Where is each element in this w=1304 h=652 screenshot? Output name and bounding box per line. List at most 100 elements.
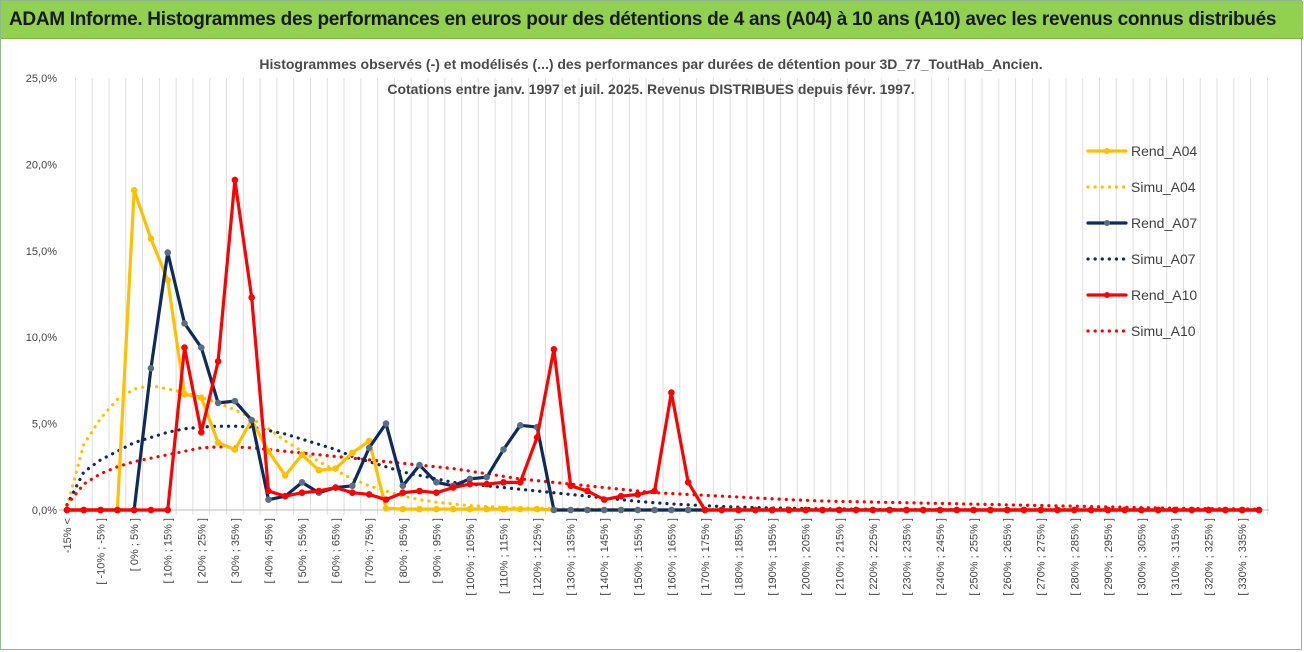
point-Rend_A07: [164, 249, 172, 256]
point-Rend_A10: [97, 506, 104, 514]
x-tick-label: [ 290% ; 295% ]: [1103, 518, 1115, 596]
legend-label: Rend_A10: [1131, 287, 1197, 303]
point-Rend_A10: [1003, 506, 1011, 514]
point-Rend_A10: [886, 506, 893, 514]
point-Rend_A07: [617, 506, 625, 514]
point-Rend_A04: [281, 472, 289, 479]
legend-entry-Rend_A07: Rend_A07: [1086, 215, 1197, 231]
x-tick-label: [ 230% ; 235% ]: [901, 518, 913, 596]
x-tick-label: [ 190% ; 195% ]: [767, 518, 779, 596]
legend-marker: [1104, 292, 1110, 298]
x-tick-label: [ 280% ; 285% ]: [1069, 518, 1081, 596]
x-tick-label: [ 150% ; 155% ]: [633, 518, 645, 596]
point-Rend_A04: [449, 505, 457, 513]
point-Rend_A04: [433, 505, 440, 513]
series-layer: [63, 176, 1263, 514]
point-Rend_A10: [63, 506, 71, 514]
x-tick-label: [ 10% ; 15% ]: [163, 518, 175, 583]
point-Rend_A07: [181, 320, 188, 327]
point-Rend_A10: [953, 506, 961, 514]
point-Rend_A04: [365, 437, 373, 445]
point-Rend_A10: [1104, 506, 1112, 514]
point-Rend_A10: [1054, 506, 1061, 514]
point-Rend_A10: [382, 496, 390, 503]
point-Rend_A07: [483, 473, 491, 481]
x-tick-label: [ 130% ; 135% ]: [566, 518, 578, 596]
legend-entry-Rend_A04: Rend_A04: [1086, 143, 1197, 159]
point-Rend_A07: [500, 446, 507, 453]
point-Rend_A10: [1171, 506, 1179, 514]
point-Rend_A10: [550, 345, 558, 353]
point-Rend_A10: [852, 506, 860, 514]
point-Rend_A10: [181, 344, 188, 351]
x-tick-label: [ 0% ; 5% ]: [129, 518, 141, 571]
point-Rend_A07: [584, 506, 591, 514]
legend-label: Simu_A07: [1131, 251, 1196, 267]
legend-marker: [1104, 220, 1110, 226]
point-Rend_A10: [298, 489, 306, 497]
x-tick-label: [ 260% ; 265% ]: [1002, 518, 1014, 596]
y-tick-label: 5,0%: [32, 419, 57, 431]
point-Rend_A10: [349, 489, 356, 497]
point-Rend_A10: [533, 434, 541, 441]
point-Rend_A10: [634, 491, 642, 498]
point-Rend_A10: [1205, 506, 1212, 514]
point-Rend_A07: [198, 344, 205, 351]
point-Rend_A10: [516, 479, 524, 486]
x-tick-label: [ 210% ; 215% ]: [834, 518, 846, 596]
point-Rend_A04: [332, 465, 339, 472]
point-Rend_A10: [668, 389, 675, 396]
point-Rend_A07: [550, 506, 558, 514]
point-Rend_A07: [214, 399, 222, 407]
y-tick-label: 15,0%: [26, 246, 57, 258]
point-Rend_A10: [1037, 506, 1045, 514]
point-Rend_A10: [315, 487, 323, 495]
point-Rend_A04: [198, 394, 205, 401]
y-tick-label: 0,0%: [32, 505, 57, 517]
point-Rend_A07: [600, 506, 608, 514]
x-tick-label: [ 20% ; 25% ]: [196, 518, 208, 583]
point-Rend_A04: [164, 276, 172, 284]
point-Rend_A10: [819, 506, 826, 514]
y-tick-label: 10,0%: [26, 332, 57, 344]
x-tick-label: [ 70% ; 75% ]: [364, 518, 376, 583]
point-Rend_A07: [399, 482, 407, 490]
point-Rend_A07: [651, 506, 658, 514]
x-tick-label: [ 90% ; 95% ]: [431, 518, 443, 583]
point-Rend_A07: [668, 506, 675, 514]
point-Rend_A10: [449, 484, 457, 491]
point-Rend_A07: [567, 506, 574, 514]
legend-entry-Rend_A10: Rend_A10: [1086, 287, 1197, 303]
x-tick-label: [ 100% ; 105% ]: [465, 518, 477, 596]
point-Rend_A10: [802, 506, 810, 514]
point-Rend_A10: [164, 506, 172, 514]
x-tick-label: [ 170% ; 175% ]: [700, 518, 712, 596]
point-Rend_A10: [584, 487, 591, 495]
point-Rend_A04: [130, 187, 138, 194]
point-Rend_A07: [248, 416, 255, 424]
x-tick-label: [ 270% ; 275% ]: [1036, 518, 1048, 596]
point-Rend_A04: [214, 439, 222, 446]
point-Rend_A07: [516, 422, 524, 429]
point-Rend_A10: [332, 484, 339, 491]
point-Rend_A10: [281, 492, 289, 500]
point-Rend_A10: [500, 479, 507, 486]
point-Rend_A04: [382, 504, 390, 512]
x-tick-label: [ 110% ; 115% ]: [499, 518, 511, 594]
point-Rend_A07: [147, 365, 155, 372]
x-tick-label: [ -10% ; -5% ]: [96, 518, 108, 585]
legend: Rend_A04 Simu_A04 Rend_A07 Simu_A07 Rend_A10…: [1086, 143, 1197, 339]
point-Rend_A07: [382, 420, 390, 427]
x-tick-label: [ 250% ; 255% ]: [969, 518, 981, 596]
legend-entry-Simu_A10: Simu_A10: [1086, 323, 1196, 339]
point-Rend_A10: [1020, 506, 1028, 514]
point-Rend_A10: [1087, 506, 1095, 514]
point-Rend_A04: [483, 505, 491, 513]
point-Rend_A10: [231, 176, 239, 184]
point-Rend_A10: [80, 506, 88, 514]
point-Rend_A10: [130, 506, 138, 514]
point-Rend_A04: [298, 451, 306, 459]
x-tick-label: [ 330% ; 335% ]: [1237, 518, 1249, 596]
point-Rend_A10: [987, 506, 994, 514]
point-Rend_A10: [248, 294, 255, 301]
